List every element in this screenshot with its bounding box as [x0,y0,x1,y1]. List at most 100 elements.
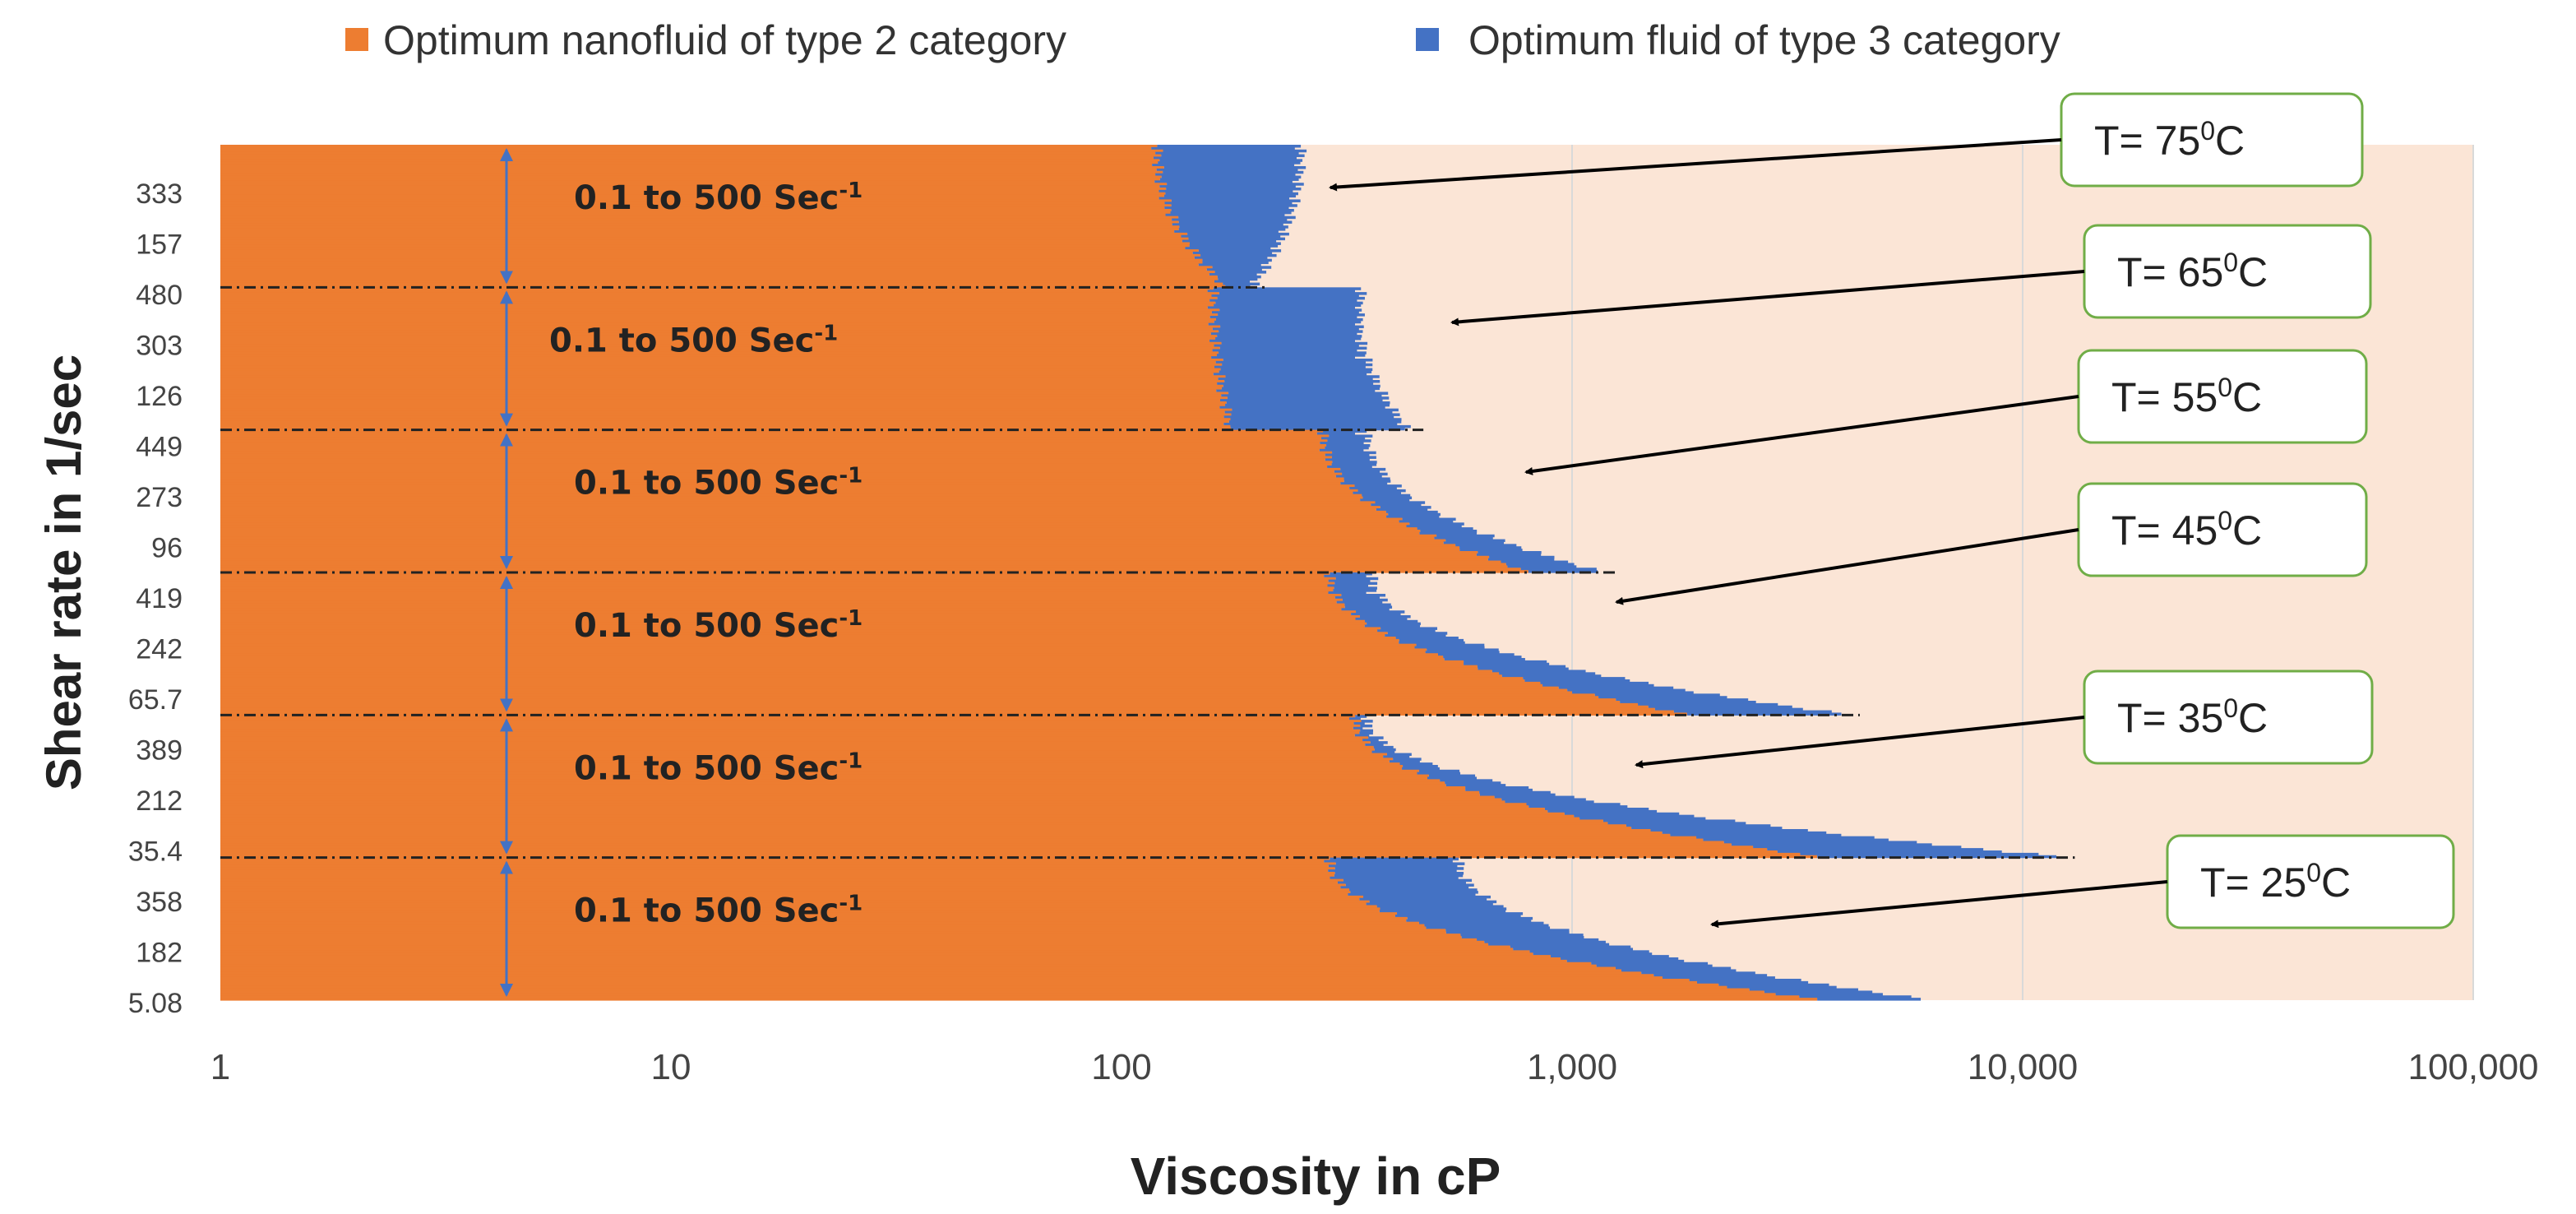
degree-symbol: 0 [2223,693,2238,723]
bar-type2 [220,244,1190,248]
y-tick-label: 449 [136,432,183,463]
bar-type3 [1192,252,1273,255]
bar-type3 [1202,261,1269,265]
bar-type3 [1529,950,1649,953]
bar-type3 [1367,622,1421,626]
bar-type3 [1159,189,1293,193]
temperature-value: T= 45 [2111,507,2218,554]
bar-type2 [220,234,1182,239]
bar-type2 [220,872,1335,875]
bar-type3 [1155,173,1296,177]
bar-type3 [1494,795,1575,799]
bar-type2 [220,206,1165,210]
bar-type3 [1505,800,1594,804]
bar-type2 [220,415,1224,419]
bar-type3 [1409,522,1464,526]
x-tick-labels: 1 10 100 1,000 10,000 100,000 [210,1047,2539,1087]
bar-type3 [1335,862,1465,865]
bar-type2 [220,546,1460,549]
bar-type2 [220,517,1403,521]
bar-type3 [1340,886,1469,889]
bar-type2 [220,637,1396,640]
bar-type2 [220,282,1223,286]
bar-type3 [1360,724,1373,728]
bar-type3 [1440,779,1493,782]
bar-type2 [220,541,1444,544]
bar-type3 [1443,656,1522,659]
bar-type2 [220,696,1599,699]
bar-type3 [1491,670,1586,673]
bar-type2 [220,608,1342,611]
bar-type3 [1406,919,1532,923]
bar-type3 [1325,458,1370,461]
bar-type3 [1345,883,1474,887]
bar-type2 [220,893,1348,897]
bar-type3 [1395,637,1459,640]
bar-type3 [1591,961,1709,966]
bar-type2 [220,864,1329,868]
bar-type2 [220,702,1639,707]
bar-type2 [220,403,1226,407]
range-label-text: 0.1 to 500 Sec [574,892,839,930]
bar-type2 [220,308,1220,312]
y-tick-label: 419 [136,583,183,614]
bar-type3 [1212,349,1357,352]
bar-type2 [220,867,1335,870]
bar-type3 [1221,387,1380,391]
bar-type2 [220,467,1341,471]
bar-type2 [220,800,1505,804]
bar-type3 [1152,164,1295,167]
bar-type3 [1459,549,1523,552]
bar-type2 [220,662,1464,666]
bar-type2 [220,957,1561,961]
bar-type3 [1154,180,1293,183]
bar-type3 [1327,584,1369,587]
bar-type3 [1153,156,1297,160]
bar-type3 [1218,313,1365,317]
bar-type2 [220,373,1214,376]
bar-type3 [1428,774,1476,778]
bar-type2 [220,375,1226,378]
bar-type2 [220,442,1320,445]
bar-type2 [220,477,1344,480]
bar-type3 [1356,610,1405,614]
bar-type2 [220,915,1395,918]
temperature-value: T= 55 [2111,374,2218,420]
bar-type3 [1182,239,1277,243]
bar-type2 [220,795,1495,799]
bar-type2 [220,919,1407,923]
bar-type2 [220,776,1427,780]
bar-type3 [1379,910,1506,913]
bar-type3 [1564,812,1680,816]
bar-type2 [220,809,1548,813]
bar-type2 [220,389,1217,393]
temperature-label: T= 450C [2111,506,2262,554]
bar-type3 [1219,346,1367,350]
bar-type2 [220,145,1158,148]
bar-type2 [220,888,1350,892]
y-tick-label: 65.7 [128,684,183,716]
bar-type3 [1638,702,1778,707]
bar-type2 [220,846,1754,849]
bar-type3 [1214,271,1267,274]
bar-type2 [220,258,1203,262]
bar-type2 [220,594,1342,597]
bar-type2 [220,852,1801,856]
bar-type3 [1393,758,1422,761]
bar-type2 [220,215,1179,220]
bar-type3 [1631,827,1783,830]
bar-type3 [1155,151,1299,155]
bar-type3 [1213,287,1362,290]
bar-type3 [1501,798,1586,801]
bar-type2 [220,159,1160,162]
x-tick-label: 1 [210,1047,230,1087]
bar-type2 [220,848,1768,851]
bar-type2 [220,209,1172,212]
bar-type3 [1464,660,1547,664]
bar-type2 [220,408,1233,412]
bar-type3 [1156,168,1298,172]
bar-type2 [220,931,1446,934]
bar-type2 [220,525,1407,528]
degree-symbol: 0 [2200,116,2215,146]
bar-type2 [220,808,1545,811]
